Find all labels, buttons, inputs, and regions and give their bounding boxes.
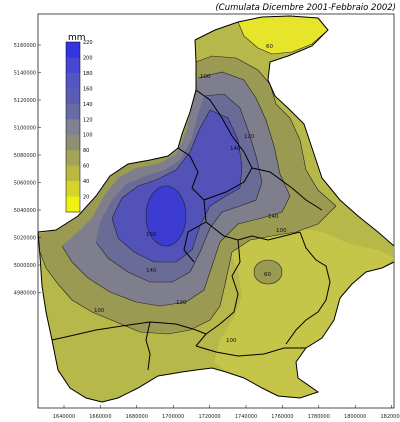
contour-label: 160 [146, 232, 157, 238]
x-tick-label: 1640000 [53, 414, 75, 420]
x-tick-label: 1740000 [235, 414, 257, 420]
x-tick-labels: 1640000 1660000 1680000 1700000 1720000 17400… [53, 405, 400, 420]
contour-labels: 60 100 120 140 160 140 120 100 60 100 14… [94, 44, 287, 344]
contour-label: 100 [94, 308, 105, 314]
legend-frame [65, 41, 81, 213]
legend-level-label: 40 [83, 179, 89, 185]
legend-level-label: 200 [83, 55, 93, 61]
y-tick-label: 5080000 [14, 153, 36, 159]
legend-level-label: 180 [83, 71, 93, 77]
contour-label: 140 [146, 268, 157, 274]
x-tick-label: 1800000 [344, 414, 366, 420]
legend-labels: 220 200 180 160 140 120 100 80 60 40 20 [83, 40, 93, 201]
contour-label: 120 [176, 300, 187, 306]
legend-level-label: 80 [83, 148, 89, 154]
y-axis: 5160000 5140000 5120000 5100000 5080000 50600… [14, 43, 41, 297]
legend-swatch [66, 165, 80, 182]
legend-swatch [66, 42, 80, 58]
x-tick-label: 1780000 [308, 414, 330, 420]
legend-swatch [66, 134, 80, 151]
legend-swatches [66, 42, 80, 213]
zone-deep-blue-core [146, 186, 186, 246]
legend-level-label: 140 [83, 102, 93, 108]
y-tick-labels: 5160000 5140000 5120000 5100000 5080000 50600… [14, 43, 41, 297]
x-tick-label: 1660000 [89, 414, 111, 420]
x-tick-label: 1760000 [271, 414, 293, 420]
legend-swatch [66, 57, 80, 74]
legend-swatch [66, 119, 80, 136]
legend-swatch [66, 103, 80, 120]
legend-unit: mm [68, 33, 86, 43]
legend-level-label: 60 [83, 164, 89, 170]
x-tick-label: 1720000 [198, 414, 220, 420]
zone-east-patch [254, 260, 282, 284]
y-tick-label: 4980000 [14, 291, 36, 297]
y-tick-label: 5100000 [14, 126, 36, 132]
legend-swatch [66, 150, 80, 166]
legend-level-label: 220 [83, 40, 93, 46]
legend-level-label: 100 [83, 133, 93, 139]
legend-swatch [66, 181, 80, 197]
legend-level-label: 120 [83, 117, 93, 123]
contour-label: 60 [266, 44, 273, 50]
color-legend: mm 220 200 180 160 140 120 100 80 60 40 20 [65, 33, 93, 213]
contour-label: 140 [230, 146, 241, 152]
zone-blue [112, 110, 242, 262]
x-axis: 1640000 1660000 1680000 1700000 1720000 17400… [53, 405, 400, 420]
y-tick-label: 5000000 [14, 263, 36, 269]
x-tick-label: 1700000 [162, 414, 184, 420]
y-tick-label: 5140000 [14, 71, 36, 77]
y-tick-label: 5060000 [14, 181, 36, 187]
y-tick-label: 5120000 [14, 98, 36, 104]
zone-yellow-north [238, 16, 328, 54]
legend-swatch [66, 196, 80, 213]
map-title: (Cumulata Dicembre 2001-Febbraio 2002) [215, 3, 396, 13]
legend-swatch [66, 72, 80, 89]
y-tick-label: 5040000 [14, 208, 36, 214]
legend-level-label: 160 [83, 86, 93, 92]
contour-lines [39, 15, 337, 335]
x-tick-label: 1680000 [126, 414, 148, 420]
y-tick-label: 5020000 [14, 236, 36, 242]
legend-swatch [66, 88, 80, 105]
contour-label: 100 [226, 338, 237, 344]
legend-level-label: 20 [83, 195, 89, 201]
contour-label: 60 [264, 272, 271, 278]
y-tick-label: 5160000 [14, 43, 36, 49]
contour-label: 140 [268, 214, 279, 220]
contour-label: 120 [244, 134, 255, 140]
province-boundaries [37, 15, 395, 403]
x-tick-label: 1820000 [380, 414, 400, 420]
contour-label: 100 [200, 74, 211, 80]
contour-label: 100 [276, 228, 287, 234]
